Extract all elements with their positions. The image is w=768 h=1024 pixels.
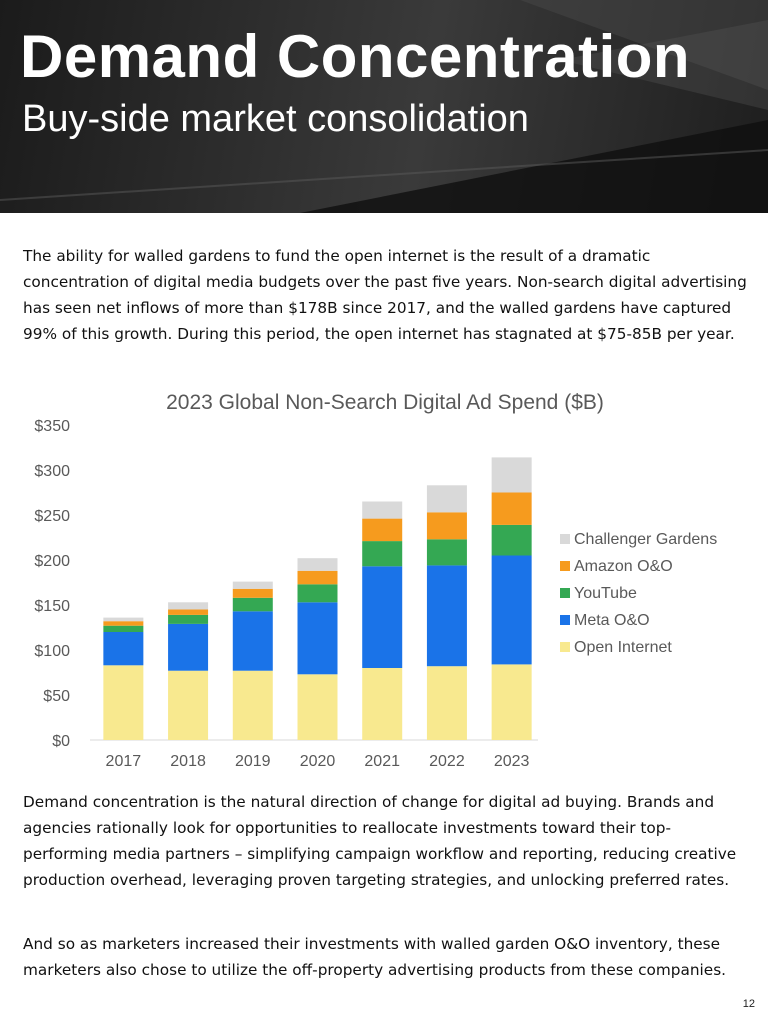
x-tick-label: 2023: [494, 753, 530, 770]
bar-segment: [297, 674, 338, 740]
bar-segment: [362, 566, 403, 668]
y-tick-label: $250: [34, 508, 70, 525]
header-banner: Demand Concentration Buy-side market con…: [0, 0, 768, 213]
bar-segment: [362, 668, 403, 740]
laptop-background-image: [0, 0, 768, 213]
bar-segment: [168, 670, 209, 740]
bar-segment: [297, 584, 338, 603]
chart-title: 2023 Global Non-Search Digital Ad Spend …: [166, 391, 604, 414]
bar-segment: [168, 609, 209, 615]
bar-segment: [491, 524, 532, 556]
bar-segment: [491, 664, 532, 740]
page-subtitle: Buy-side market consolidation: [22, 98, 529, 140]
bar-segment: [103, 625, 144, 632]
y-tick-label: $0: [52, 733, 70, 750]
bar-segment: [362, 518, 403, 542]
legend-swatch: [560, 615, 570, 625]
legend-swatch: [560, 534, 570, 544]
bar-segment: [232, 588, 273, 598]
legend-label: Amazon O&O: [574, 558, 673, 575]
bar-segment: [297, 602, 338, 675]
legend-swatch: [560, 588, 570, 598]
bar-segment: [103, 665, 144, 740]
bar-segment: [232, 670, 273, 740]
bar-segment: [426, 512, 467, 540]
bar-segment: [362, 501, 403, 519]
x-tick-label: 2018: [170, 753, 206, 770]
bar-segment: [491, 555, 532, 665]
bar-segment: [232, 611, 273, 671]
ad-spend-chart-svg: 2023 Global Non-Search Digital Ad Spend …: [34, 391, 717, 770]
bar-segment: [426, 485, 467, 513]
bar-segment: [491, 492, 532, 525]
x-tick-label: 2019: [235, 753, 271, 770]
x-tick-label: 2017: [106, 753, 142, 770]
bar-segment: [491, 457, 532, 493]
page-title: Demand Concentration: [20, 23, 691, 90]
demand-paragraph: Demand concentration is the natural dire…: [23, 793, 737, 889]
legend-label: YouTube: [574, 585, 637, 602]
bar-segment: [426, 565, 467, 667]
bar-segment: [103, 621, 144, 626]
bar-segment: [232, 597, 273, 612]
y-tick-label: $100: [34, 643, 70, 660]
y-tick-label: $50: [43, 688, 70, 705]
legend-label: Challenger Gardens: [574, 531, 717, 548]
legend-swatch: [560, 642, 570, 652]
bar-segment: [362, 541, 403, 567]
x-tick-label: 2021: [364, 753, 400, 770]
legend-label: Meta O&O: [574, 612, 650, 629]
intro-paragraph: The ability for walled gardens to fund t…: [23, 247, 747, 343]
bar-segment: [168, 602, 209, 610]
legend-label: Open Internet: [574, 639, 672, 656]
y-tick-label: $200: [34, 553, 70, 570]
bar-segment: [297, 570, 338, 585]
bar-segment: [103, 632, 144, 666]
closing-paragraph: And so as marketers increased their inve…: [23, 935, 727, 979]
x-tick-label: 2022: [429, 753, 465, 770]
y-tick-label: $150: [34, 598, 70, 615]
y-tick-label: $350: [34, 418, 70, 435]
bar-segment: [297, 558, 338, 571]
bar-segment: [168, 614, 209, 624]
bar-segment: [426, 666, 467, 740]
ad-spend-chart: 2023 Global Non-Search Digital Ad Spend …: [20, 385, 740, 780]
bar-segment: [168, 623, 209, 671]
legend-swatch: [560, 561, 570, 571]
bar-segment: [103, 617, 144, 622]
bar-segment: [232, 581, 273, 589]
page-number: 12: [742, 998, 755, 1010]
bar-segment: [426, 539, 467, 566]
y-tick-label: $300: [34, 463, 70, 480]
x-tick-label: 2020: [300, 753, 336, 770]
